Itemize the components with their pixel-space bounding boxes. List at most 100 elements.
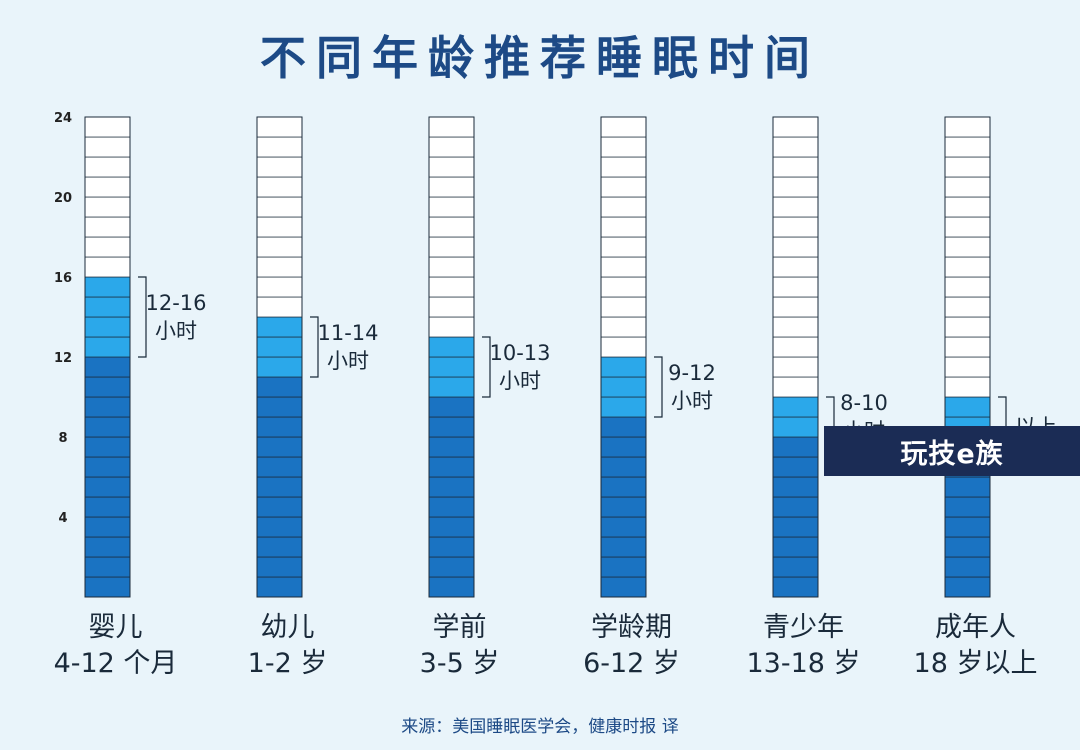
bar-cell — [600, 356, 647, 378]
bar-cell — [428, 196, 475, 218]
bar-cell — [944, 556, 991, 578]
watermark-logo: 玩技e族 — [824, 426, 1080, 476]
bar-cell — [944, 136, 991, 158]
bar-cell — [944, 396, 991, 418]
bar-cell — [772, 556, 819, 578]
range-bracket — [138, 276, 147, 358]
bar-cell — [256, 196, 303, 218]
bar-cell — [428, 556, 475, 578]
bar-cell — [84, 116, 131, 138]
category-age: 18 岁以上 — [914, 648, 1038, 679]
bar-cell — [84, 176, 131, 198]
bar-cell — [600, 456, 647, 478]
bar-outline — [256, 116, 303, 598]
bar-cell — [772, 416, 819, 438]
bar-cell — [772, 296, 819, 318]
y-tick-label: 4 — [58, 511, 67, 526]
bar-cell — [600, 436, 647, 458]
bar-cell — [84, 356, 131, 378]
bar-cell — [944, 116, 991, 138]
bar-cell — [256, 536, 303, 558]
bar-cell — [944, 496, 991, 518]
range-label: 11-14 — [317, 321, 378, 345]
bar-cell — [944, 536, 991, 558]
bar-cell — [944, 336, 991, 358]
bar-cell — [256, 396, 303, 418]
bar-cell — [428, 216, 475, 238]
bar-cell — [772, 576, 819, 598]
bar-cell — [428, 136, 475, 158]
bar-cell — [84, 336, 131, 358]
bar-cell — [772, 356, 819, 378]
bar-cell — [944, 216, 991, 238]
bar-cell — [600, 516, 647, 538]
bar-outline — [84, 116, 131, 598]
bar-cell — [600, 136, 647, 158]
bar-cell — [944, 296, 991, 318]
bar-outline — [428, 116, 475, 598]
bar-cell — [84, 296, 131, 318]
bar-cell — [256, 356, 303, 378]
bar-cell — [428, 336, 475, 358]
bar-cell — [428, 436, 475, 458]
category-age: 4-12 个月 — [54, 648, 178, 679]
bar-cell — [428, 316, 475, 338]
bar-cell — [84, 516, 131, 538]
bar-outline — [600, 116, 647, 598]
bar-cell — [772, 476, 819, 498]
bar-cell — [944, 576, 991, 598]
bar-cell — [600, 236, 647, 258]
bar-cell — [428, 376, 475, 398]
bar-cell — [944, 376, 991, 398]
bar-cell — [84, 156, 131, 178]
bar-cell — [256, 556, 303, 578]
bar-cell — [256, 156, 303, 178]
bar-cell — [772, 156, 819, 178]
bar-cell — [600, 296, 647, 318]
range-label: 9-12 — [668, 361, 716, 385]
bar-cell — [772, 376, 819, 398]
y-tick-label: 24 — [54, 111, 72, 126]
bar-cell — [256, 496, 303, 518]
bar-cell — [84, 396, 131, 418]
bar-cell — [428, 456, 475, 478]
bar-cell — [84, 416, 131, 438]
chart-title: 不同年龄推荐睡眠时间 — [260, 31, 820, 85]
bar-cell — [84, 496, 131, 518]
category-name: 成年人 — [935, 612, 1016, 643]
bar-cell — [256, 376, 303, 398]
y-tick-label: 12 — [54, 351, 72, 366]
range-bracket — [654, 356, 663, 418]
range-bracket — [482, 336, 491, 398]
bar-cell — [944, 176, 991, 198]
bar-cell — [944, 276, 991, 298]
range-label: 小时 — [155, 319, 197, 343]
bar-cell — [944, 316, 991, 338]
bar-cell — [600, 156, 647, 178]
bar-cell — [600, 416, 647, 438]
bar-cell — [428, 516, 475, 538]
bar-cell — [256, 216, 303, 238]
bar-cell — [428, 296, 475, 318]
bar-cell — [84, 236, 131, 258]
bar-cell — [428, 356, 475, 378]
bar-cell — [428, 576, 475, 598]
bar-cell — [428, 256, 475, 278]
bar-cell — [428, 416, 475, 438]
range-label: 12-16 — [145, 291, 206, 315]
bar-cell — [772, 516, 819, 538]
bar-cell — [944, 236, 991, 258]
category-age: 1-2 岁 — [248, 648, 328, 679]
bar-cell — [256, 296, 303, 318]
bar-cell — [600, 336, 647, 358]
range-label: 10-13 — [489, 341, 550, 365]
bar-cell — [600, 476, 647, 498]
bar-cell — [600, 556, 647, 578]
bar-cell — [600, 576, 647, 598]
bar-cell — [600, 536, 647, 558]
bar-cell — [772, 536, 819, 558]
bar-cell — [772, 396, 819, 418]
bar-cell — [256, 436, 303, 458]
category-name: 幼儿 — [261, 612, 315, 643]
bar-cell — [256, 576, 303, 598]
